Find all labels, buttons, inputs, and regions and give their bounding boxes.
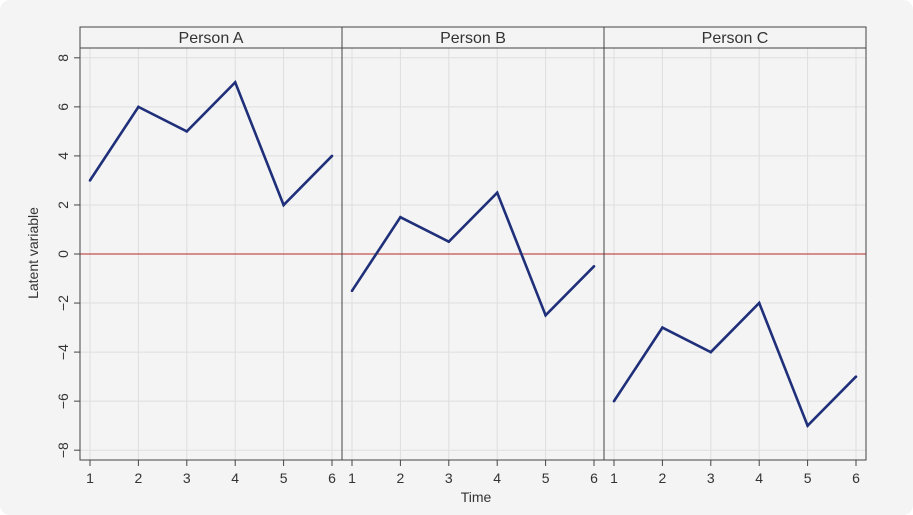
y-tick-label: 0 [55, 250, 71, 258]
x-tick-label: 2 [135, 470, 143, 486]
y-tick-label: −2 [55, 295, 71, 311]
x-tick-label: 5 [280, 470, 288, 486]
x-tick-label: 4 [493, 470, 501, 486]
data-point [447, 240, 451, 244]
x-tick-label: 6 [590, 470, 598, 486]
data-point [757, 301, 761, 305]
panel-strip-label: Person B [440, 30, 506, 47]
y-tick-label: 4 [55, 152, 71, 160]
panel-border [603, 47, 867, 461]
x-tick-label: 1 [86, 470, 94, 486]
x-tick-label: 6 [328, 470, 336, 486]
x-tick-label: 4 [755, 470, 763, 486]
y-tick-label: 6 [55, 103, 71, 111]
y-tick-label: −8 [55, 442, 71, 458]
y-tick-label: 8 [55, 54, 71, 62]
x-tick-label: 4 [231, 470, 239, 486]
data-point [88, 179, 92, 182]
x-axis-title: Time [461, 489, 492, 505]
data-point [350, 289, 354, 293]
data-point [709, 350, 713, 354]
data-point [185, 130, 189, 133]
y-axis-title: Latent variable [25, 207, 41, 299]
panels: Person A Person B Person C [79, 26, 867, 461]
data-point [330, 154, 334, 158]
x-tick-label: 6 [852, 470, 860, 486]
y-tick-label: 2 [55, 201, 71, 209]
x-tick-label: 1 [610, 470, 618, 486]
panel-2: Person B [341, 26, 605, 461]
panel-strip-label: Person C [702, 30, 769, 47]
data-point [854, 375, 858, 378]
panel-1: Person A [79, 26, 343, 461]
x-tick-label: 3 [445, 470, 453, 486]
x-tick-label: 1 [348, 470, 356, 486]
x-tick-label: 3 [707, 470, 715, 486]
x-tick-label: 3 [183, 470, 191, 486]
series-line-1 [88, 79, 333, 208]
data-point [233, 81, 237, 84]
x-tick-label: 2 [659, 470, 667, 486]
data-point [806, 424, 809, 427]
x-tick-label: 5 [542, 470, 550, 486]
y-tick-label: −4 [55, 344, 71, 360]
data-point [612, 399, 616, 403]
data-point [495, 191, 499, 194]
x-tick-label: 5 [804, 470, 812, 486]
x-tick-label: 2 [397, 470, 405, 486]
series-line-3 [612, 300, 857, 429]
data-point [282, 203, 285, 207]
panel-strip-label: Person A [179, 30, 244, 47]
data-point [592, 264, 596, 268]
panel-3: Person C [603, 26, 867, 461]
y-tick-label: −6 [55, 393, 71, 409]
y-axis: −8 −6 −4 −2 0 2 4 6 8 [55, 54, 80, 458]
data-point [544, 314, 547, 317]
data-point [137, 105, 140, 109]
data-point [661, 326, 664, 329]
data-point [399, 215, 402, 219]
series-line-2 [350, 190, 595, 318]
